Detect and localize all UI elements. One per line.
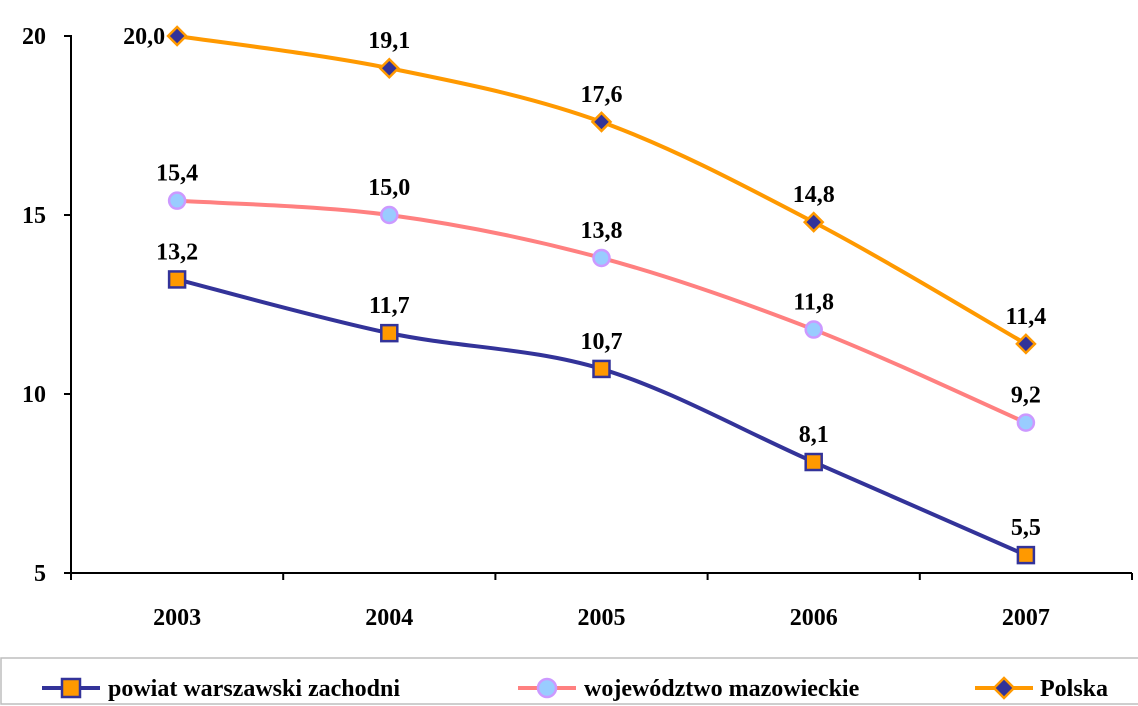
x-tick-label: 2005: [578, 605, 626, 631]
y-tick-label: 20: [22, 24, 46, 50]
legend-label: powiat warszawski zachodni: [108, 676, 400, 702]
legend: powiat warszawski zachodni województwo ma…: [0, 657, 1138, 705]
data-label: 13,8: [581, 218, 623, 244]
y-tick-label: 5: [34, 561, 46, 587]
y-tick-label: 10: [22, 382, 46, 408]
data-point: [592, 248, 611, 268]
data-point: [166, 25, 188, 47]
data-labels: 13,2 11,7 10,7 8,1 5,5 15,4 15,0 13,8 11,8 9,2 20,…: [123, 24, 1046, 541]
axes: 5 10 15 20 2003 2004 2005 2006 2007: [22, 24, 1133, 631]
series-markers: [166, 25, 1037, 565]
legend-box: [0, 657, 1138, 705]
data-point: [590, 111, 613, 133]
legend-marker: [60, 677, 82, 699]
data-label: 14,8: [793, 182, 835, 208]
data-point: [378, 57, 401, 79]
data-label: 9,2: [1011, 383, 1041, 409]
data-point: [167, 191, 187, 210]
data-label: 8,1: [799, 422, 829, 448]
data-point: [804, 320, 823, 339]
data-point: [804, 452, 823, 472]
data-point: [167, 270, 187, 289]
data-label: 13,2: [156, 239, 198, 265]
x-tick-label: 2007: [1002, 605, 1050, 631]
series-line: [176, 277, 1027, 557]
data-label: 17,6: [581, 82, 623, 108]
data-label: 15,0: [368, 175, 410, 201]
y-tick-label: 15: [22, 203, 46, 229]
data-label: 20,0: [123, 24, 165, 50]
data-label: 15,4: [156, 161, 198, 187]
legend-label: województwo mazowieckie: [584, 676, 860, 702]
data-point: [1016, 413, 1036, 432]
x-tick-label: 2003: [153, 605, 201, 631]
legend-label: Polska: [1040, 676, 1108, 702]
data-label: 11,4: [1006, 304, 1047, 330]
data-point: [1015, 333, 1037, 355]
x-tick-label: 2004: [365, 605, 413, 631]
legend-marker: [536, 677, 558, 699]
data-label: 19,1: [368, 28, 410, 54]
data-label: 10,7: [581, 329, 623, 355]
legend-marker: [992, 676, 1016, 700]
x-tick-label: 2006: [790, 605, 838, 631]
data-label: 11,8: [793, 290, 834, 316]
data-point: [802, 211, 825, 233]
data-point: [1016, 545, 1036, 565]
data-label: 5,5: [1011, 515, 1041, 541]
data-point: [380, 323, 399, 343]
data-point: [592, 359, 611, 379]
data-point: [380, 205, 399, 225]
data-label: 11,7: [369, 293, 410, 319]
